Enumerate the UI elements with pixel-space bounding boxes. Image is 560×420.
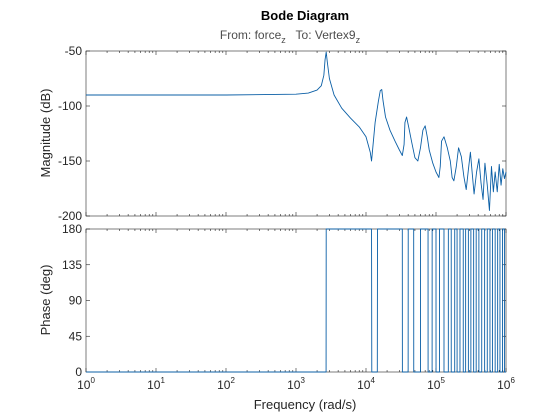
phase-plot-area (86, 228, 506, 373)
x-tick-labels: 100 101 102 103 104 105 106 (77, 376, 515, 392)
phase-ylabel: Phase (deg) (38, 265, 53, 336)
magnitude-ylabel: Magnitude (dB) (38, 89, 53, 178)
x-tick-label: 102 (217, 376, 235, 392)
phase-y-tick-label: 45 (69, 329, 83, 343)
phase-y-tick-label: 90 (69, 294, 83, 308)
x-tick-label: 105 (427, 376, 445, 392)
phase-y-tick-label: 0 (75, 365, 82, 379)
magnitude-axes (85, 50, 507, 217)
subtitle-to-base: Vertex9 (315, 28, 356, 42)
subtitle-to-subscript: z (356, 35, 361, 45)
x-tick-label: 101 (147, 376, 165, 392)
magnitude-y-tick-label: -150 (58, 154, 82, 168)
magnitude-y-tick-label: -100 (58, 99, 82, 113)
magnitude-y-tick-label: -200 (58, 209, 82, 223)
x-tick-label: 106 (497, 376, 515, 392)
phase-axes (85, 228, 507, 373)
phase-y-tick-label: 135 (62, 258, 82, 272)
chart-subtitle: From: forcez To: Vertex9z (220, 28, 361, 45)
x-tick-label: 104 (357, 376, 375, 392)
magnitude-series-line (86, 51, 507, 211)
x-tick-label: 100 (77, 376, 95, 392)
phase-tick-group: 0 45 90 135 180 (62, 222, 507, 379)
subtitle-from-base: force (255, 28, 282, 42)
magnitude-plot-area (86, 51, 507, 211)
subtitle-from-label: From: (220, 28, 255, 42)
subtitle-from-subscript: z (281, 35, 286, 45)
magnitude-tick-group: -50 -100 -150 -200 (58, 44, 507, 223)
phase-y-tick-label: 180 (62, 222, 82, 236)
magnitude-y-tick-label: -50 (65, 44, 83, 58)
x-tick-label: 103 (287, 376, 305, 392)
frequency-xlabel: Frequency (rad/s) (254, 397, 357, 412)
subtitle-to-label: To: (296, 28, 315, 42)
chart-title: Bode Diagram (261, 8, 349, 23)
phase-series-line (86, 228, 506, 373)
